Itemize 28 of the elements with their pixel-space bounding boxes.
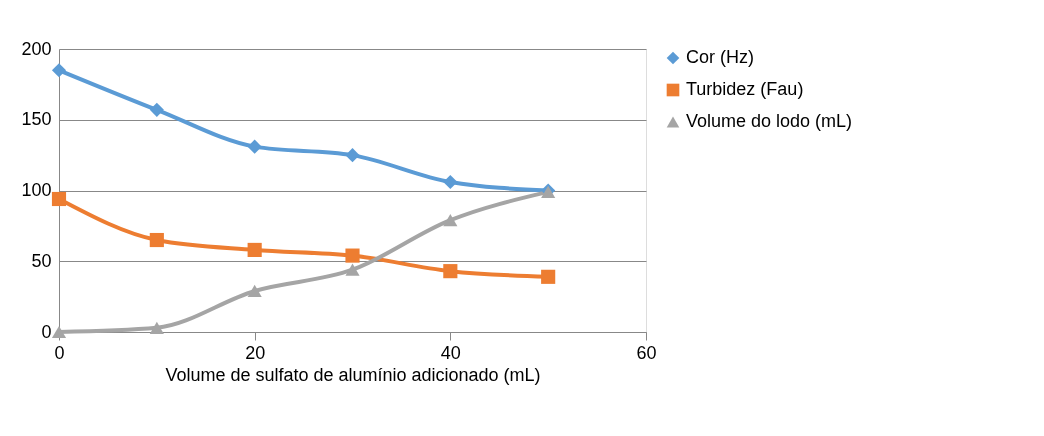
- y-tick-label: 100: [21, 180, 52, 200]
- point: [149, 232, 164, 248]
- point: [345, 248, 360, 263]
- legend-label: Cor (Hz): [686, 47, 754, 67]
- point: [443, 264, 458, 279]
- x-tick-label: 40: [440, 342, 461, 363]
- x-tick-label: 0: [54, 342, 65, 363]
- x-tick-label: 60: [636, 342, 657, 363]
- point: [345, 148, 360, 163]
- y-tick-label: 200: [21, 38, 52, 59]
- point: [345, 263, 360, 276]
- y-tick-label: 150: [21, 109, 52, 130]
- point: [247, 284, 262, 298]
- legend-label: Volume do lodo (mL): [686, 111, 853, 131]
- point: [247, 139, 262, 154]
- point: [541, 269, 556, 284]
- point: [149, 102, 164, 117]
- x-tick-label: 20: [245, 342, 266, 363]
- point: [149, 321, 164, 334]
- point: [51, 191, 67, 207]
- legend-label: Turbidez (Fau): [686, 79, 804, 99]
- y-tick-label: 50: [31, 250, 52, 271]
- x-axis-title: Volume de sulfato de alumínio adicionado (mL): [165, 364, 541, 385]
- point: [247, 242, 262, 257]
- point: [51, 63, 67, 78]
- point: [443, 174, 458, 190]
- point: [443, 214, 458, 227]
- y-tick-label: 0: [41, 321, 52, 342]
